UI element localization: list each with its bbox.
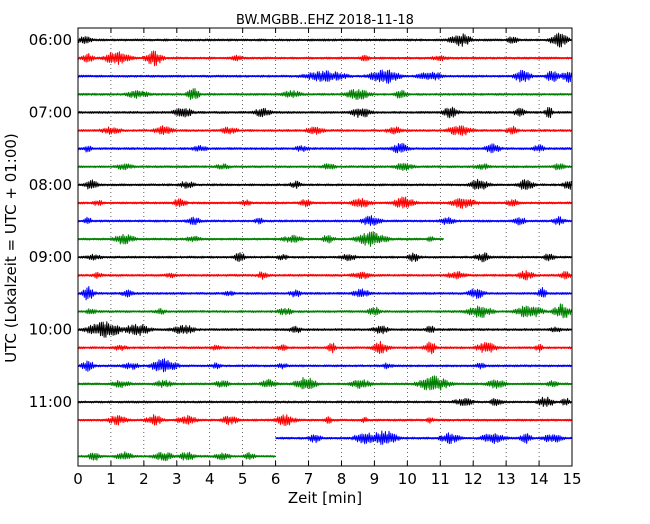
x-tick-label: 0	[73, 470, 83, 488]
y-tick-label: 07:00	[29, 103, 72, 121]
x-tick-label: 6	[271, 470, 281, 488]
y-tick-label: 11:00	[29, 393, 72, 411]
x-tick-label: 4	[205, 470, 215, 488]
axis-ticks: 0 1 2 3 4 5 6 7 8 9 10 11 12 13 14 1506:0007:0008:0009:…	[29, 28, 582, 488]
x-tick-label: 8	[337, 470, 347, 488]
traces	[77, 32, 573, 462]
y-tick-label: 06:00	[29, 31, 72, 49]
chart-title: BW.MGBB..EHZ 2018-11-18	[236, 13, 414, 28]
x-tick-label: 9	[370, 470, 380, 488]
x-tick-label: 12	[464, 470, 483, 488]
trace-row	[77, 375, 572, 391]
y-tick-label: 09:00	[29, 248, 72, 266]
plot-frame	[77, 27, 573, 467]
x-tick-label: 14	[530, 470, 549, 488]
x-tick-label: 1	[106, 470, 116, 488]
x-tick-label: 3	[172, 470, 182, 488]
y-axis-label: UTC (Lokalzeit = UTC + 01:00)	[2, 133, 20, 363]
x-tick-label: 2	[139, 470, 149, 488]
y-tick-label: 10:00	[29, 321, 72, 339]
x-tick-label: 13	[497, 470, 516, 488]
y-tick-label: 08:00	[29, 176, 72, 194]
x-tick-label: 15	[562, 470, 581, 488]
x-axis-label: Zeit [min]	[288, 489, 362, 507]
x-tick-label: 10	[398, 470, 417, 488]
x-tick-label: 5	[238, 470, 248, 488]
x-tick-label: 7	[304, 470, 314, 488]
x-tick-label: 11	[431, 470, 450, 488]
